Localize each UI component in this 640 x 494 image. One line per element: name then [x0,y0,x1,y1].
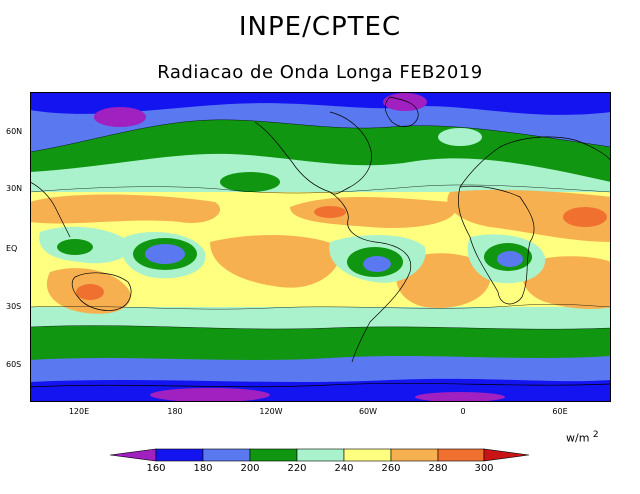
lat-label-60n: 60N [6,127,23,136]
colorbar-label-260: 260 [381,463,401,474]
map-frame [30,92,611,402]
lat-label-30n: 30N [6,184,23,193]
high-deeporange-australia [76,284,104,300]
colorbar-label-220: 220 [287,463,307,474]
colorbar-swatch-260-280 [390,448,439,462]
colorbar-swatch-160-180 [155,448,204,462]
map-subtitle: Radiacao de Onda Longa FEB2019 [157,62,483,83]
lat-label-eq: EQ [6,244,18,253]
coast-asia-east [30,181,71,238]
coast-australia [71,272,132,311]
high-deeporange-atlantic [314,206,346,218]
coast-americas [254,121,412,363]
coast-north-america-east [329,111,372,195]
colorbar-swatch-220-240 [296,448,345,462]
high-orange-pacific-north [30,194,221,224]
lon-label-120w: 120W [259,407,283,416]
colorbar-swatch-180-200 [202,448,251,462]
high-orange-indian [523,256,611,309]
colorbar-swatch-240-260 [343,448,392,462]
convection-blue-spcz [145,244,185,264]
colorbar-label-180: 180 [193,463,213,474]
lon-label-0: 0 [460,407,466,416]
high-orange-atlantic-north [290,197,456,228]
high-orange-pacific-central [210,235,341,288]
lat-label-60s: 60S [6,360,22,369]
min-purple-antarctic [150,388,270,402]
olr-map-svg [30,92,611,402]
lon-label-180: 180 [167,407,183,416]
colorbar-swatch-lt160 [110,448,157,462]
colorbar [110,448,530,462]
colorbar-swatch-280-300 [437,448,485,462]
lon-label-60w: 60W [358,407,378,416]
units-label: w/m 2 [566,430,599,445]
min-purple-greenland [383,93,427,111]
colorbar-label-160: 160 [146,463,166,474]
coast-africa [457,185,535,305]
coast-greenland [384,96,419,127]
coast-eurasia [459,136,611,188]
colorbar-swatch-gt300 [483,448,530,462]
lightgreen-blob-europe [438,128,482,146]
units-exponent: 2 [592,430,599,440]
colorbar-swatch-200-220 [249,448,298,462]
contour-lines [30,119,611,330]
lon-label-60e: 60E [552,407,568,416]
page-title: INPE/CPTEC [238,12,402,42]
min-purple-pacific-north [94,107,146,127]
convection-green-indonesia [57,239,93,255]
coastlines [30,96,611,388]
coast-antarctica [30,382,611,388]
colorbar-label-280: 280 [428,463,448,474]
lat-label-30s: 30S [6,302,22,311]
green-blob-pacific-north [220,172,280,192]
convection-blue-amazon [363,256,391,272]
band-darkblue-north [30,92,611,115]
units-base: w/m [566,431,590,445]
band-darkblue-south [30,378,611,402]
min-purple-antarctic-2 [415,392,505,402]
colorbar-label-200: 200 [240,463,260,474]
colorbar-label-240: 240 [334,463,354,474]
convection-blue-africa [497,251,523,267]
colorbar-label-300: 300 [474,463,494,474]
high-deeporange-india [563,207,607,227]
lon-label-120e: 120E [68,407,90,416]
olr-map [30,92,611,402]
high-orange-africa-asia [447,189,611,242]
